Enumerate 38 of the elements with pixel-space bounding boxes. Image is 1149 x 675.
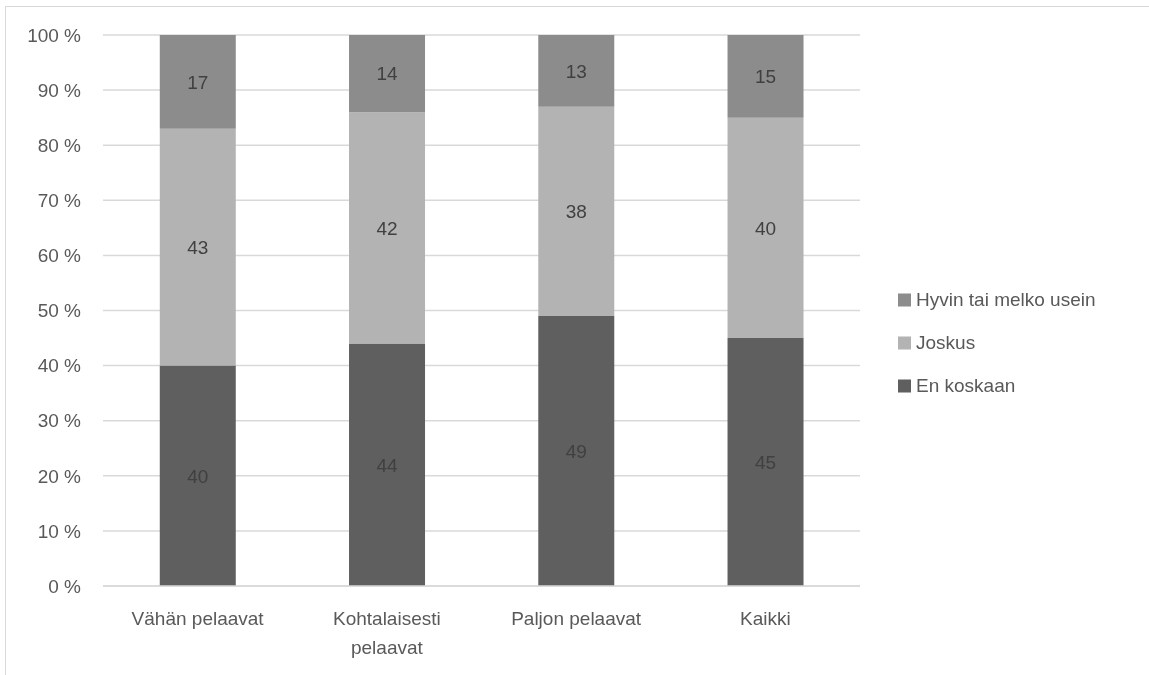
- data-label: 40: [754, 217, 777, 239]
- y-tick-label: 0 %: [48, 575, 82, 597]
- y-tick-label: 20 %: [37, 465, 82, 487]
- x-tick-label: Paljon pelaavat: [511, 608, 642, 630]
- bar: [727, 35, 804, 118]
- y-tick-label: 100 %: [27, 24, 82, 46]
- bar: [159, 35, 236, 129]
- data-label: 13: [565, 60, 587, 82]
- bar: [727, 338, 804, 586]
- data-label: 17: [187, 71, 209, 93]
- y-tick-label: 10 %: [37, 520, 82, 542]
- bar: [159, 128, 236, 366]
- y-tick-label: 40 %: [37, 355, 82, 377]
- legend-label: Joskus: [916, 331, 976, 354]
- bar: [349, 343, 426, 586]
- y-tick-label: 80 %: [37, 134, 82, 156]
- bar: [727, 117, 804, 339]
- legend-label: Hyvin tai melko usein: [916, 288, 1096, 311]
- bar: [349, 35, 426, 113]
- y-tick-label: 90 %: [37, 79, 82, 101]
- data-label: 15: [754, 66, 777, 88]
- bar: [349, 112, 426, 344]
- bar: [538, 35, 615, 107]
- y-tick-label: 70 %: [37, 190, 82, 212]
- data-label: 42: [376, 217, 398, 239]
- y-tick-label: 60 %: [37, 245, 82, 267]
- x-tick-label: Kaikki: [740, 608, 791, 630]
- legend-label: En koskaan: [916, 374, 1016, 397]
- y-tick-label: 30 %: [37, 410, 82, 432]
- y-tick-label: 50 %: [37, 300, 82, 322]
- data-label: 38: [565, 201, 587, 223]
- bar: [538, 106, 615, 317]
- x-tick-label: Vähän pelaavat: [131, 608, 265, 630]
- bar: [538, 316, 615, 586]
- x-tick-label: Kohtalaisesti pelaavat: [333, 608, 441, 658]
- data-label: 14: [376, 63, 399, 85]
- bar: [159, 365, 236, 586]
- data-label: 43: [187, 236, 209, 258]
